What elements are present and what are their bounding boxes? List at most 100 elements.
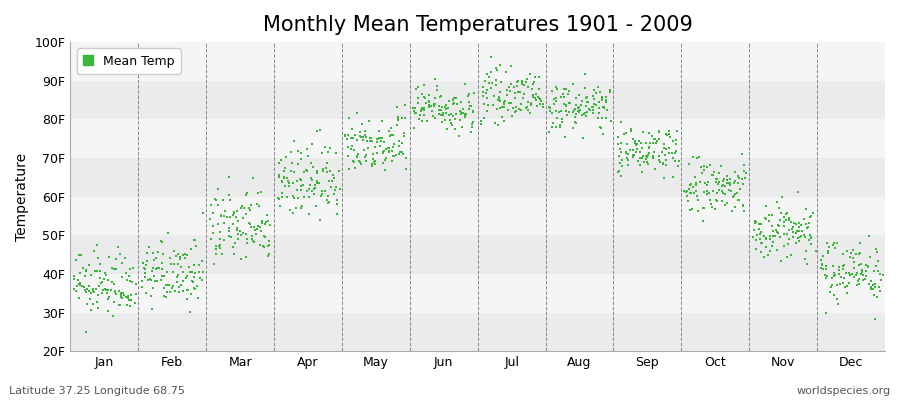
Point: [67, 276, 81, 282]
Point: [209, 197, 223, 203]
Point: [109, 291, 123, 297]
Point: [521, 107, 535, 113]
Point: [509, 104, 524, 110]
Point: [666, 155, 680, 162]
Point: [618, 130, 633, 136]
Point: [733, 196, 747, 203]
Point: [569, 111, 583, 118]
Point: [395, 139, 410, 146]
Point: [531, 94, 545, 100]
Point: [340, 144, 355, 150]
Point: [427, 103, 441, 109]
Point: [642, 145, 656, 151]
Point: [101, 286, 115, 293]
Point: [417, 82, 431, 88]
Point: [313, 126, 328, 133]
Point: [154, 266, 168, 272]
Point: [638, 156, 652, 162]
Point: [732, 174, 746, 181]
Point: [636, 159, 651, 165]
Point: [102, 254, 116, 260]
Point: [320, 160, 334, 166]
Point: [626, 154, 641, 160]
Point: [873, 270, 887, 277]
Point: [796, 232, 811, 238]
Point: [184, 246, 198, 252]
Point: [148, 278, 163, 284]
Point: [869, 248, 884, 255]
Point: [700, 188, 715, 194]
Point: [453, 108, 467, 115]
Point: [250, 226, 265, 232]
Point: [205, 210, 220, 216]
Point: [136, 260, 150, 266]
Point: [356, 147, 371, 153]
Point: [707, 168, 722, 175]
Point: [662, 128, 676, 134]
Point: [549, 94, 563, 101]
Point: [69, 288, 84, 294]
Point: [296, 181, 310, 188]
Point: [824, 284, 839, 290]
Point: [245, 233, 259, 239]
Point: [727, 178, 742, 184]
Text: worldspecies.org: worldspecies.org: [796, 386, 891, 396]
Point: [760, 236, 774, 242]
Point: [662, 145, 676, 152]
Point: [627, 140, 642, 146]
Point: [519, 104, 534, 110]
Point: [147, 256, 161, 263]
Point: [281, 178, 295, 184]
Point: [407, 124, 421, 131]
Point: [129, 281, 143, 287]
Point: [160, 230, 175, 237]
Point: [179, 252, 194, 258]
Point: [777, 223, 791, 230]
Point: [614, 173, 628, 180]
Point: [795, 222, 809, 229]
Point: [292, 176, 307, 182]
Point: [631, 158, 645, 165]
Point: [687, 190, 701, 196]
Point: [786, 226, 800, 232]
Point: [639, 152, 653, 159]
Legend: Mean Temp: Mean Temp: [76, 48, 181, 74]
Point: [346, 158, 360, 164]
Point: [322, 199, 337, 206]
Point: [394, 149, 409, 155]
Point: [593, 88, 608, 95]
Point: [176, 277, 190, 284]
Point: [122, 266, 137, 272]
Point: [349, 154, 364, 160]
Point: [454, 109, 468, 116]
Point: [858, 276, 872, 283]
Point: [770, 246, 785, 253]
Point: [492, 88, 507, 95]
Point: [765, 212, 779, 218]
Point: [712, 170, 726, 176]
Point: [473, 118, 488, 124]
Point: [494, 104, 508, 111]
Point: [512, 106, 526, 112]
Point: [558, 103, 572, 109]
Point: [97, 275, 112, 282]
Point: [105, 264, 120, 271]
Point: [271, 195, 285, 202]
Point: [467, 90, 482, 96]
Point: [747, 227, 761, 234]
Point: [562, 109, 576, 115]
Point: [397, 130, 411, 136]
Point: [114, 274, 129, 280]
Point: [303, 175, 318, 181]
Point: [370, 136, 384, 142]
Point: [106, 313, 121, 319]
Point: [212, 228, 227, 235]
Point: [172, 284, 186, 291]
Point: [108, 289, 122, 295]
Point: [639, 158, 653, 165]
Point: [508, 108, 523, 114]
Point: [798, 234, 813, 241]
Point: [549, 98, 563, 104]
Point: [792, 224, 806, 230]
Point: [656, 145, 670, 151]
